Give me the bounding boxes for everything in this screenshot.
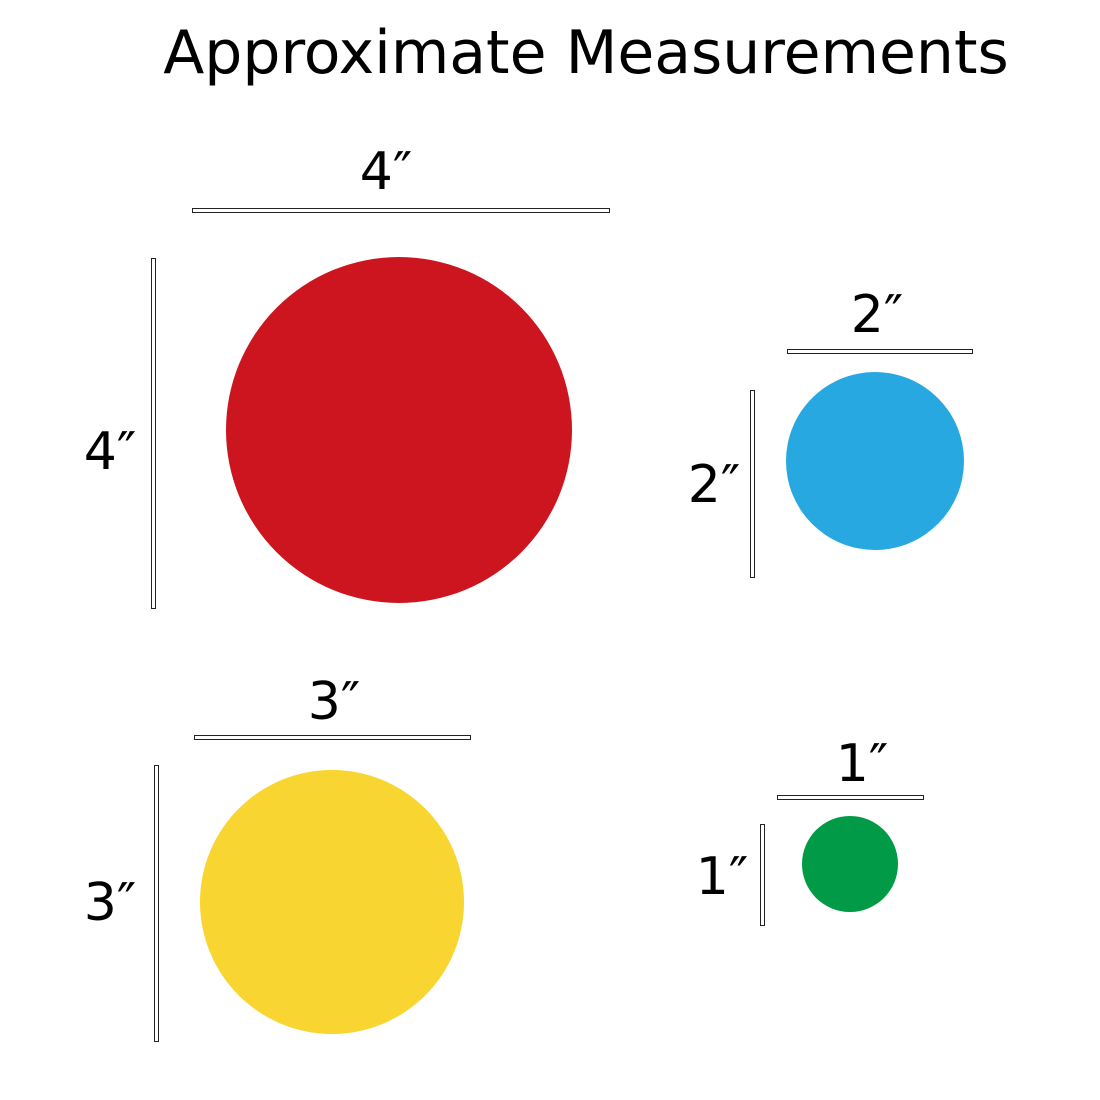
width-line-1in <box>777 795 924 800</box>
height-line-1in <box>760 824 765 926</box>
height-label-3in: 3″ <box>83 873 137 933</box>
page-title: Approximate Measurements <box>163 18 1009 88</box>
yellow-circle <box>200 770 464 1034</box>
width-label-1in: 1″ <box>835 734 889 794</box>
green-circle <box>802 816 898 912</box>
width-line-2in <box>787 349 973 354</box>
height-line-4in <box>151 258 156 609</box>
height-label-2in: 2″ <box>687 455 741 515</box>
height-label-4in: 4″ <box>83 422 137 482</box>
width-label-3in: 3″ <box>307 672 361 732</box>
height-label-1in: 1″ <box>695 847 749 907</box>
height-line-3in <box>154 765 159 1042</box>
width-line-4in <box>192 208 610 213</box>
red-circle <box>226 257 572 603</box>
width-label-2in: 2″ <box>850 285 904 345</box>
blue-circle <box>786 372 964 550</box>
width-line-3in <box>194 735 471 740</box>
width-label-4in: 4″ <box>359 142 413 202</box>
height-line-2in <box>750 390 755 578</box>
